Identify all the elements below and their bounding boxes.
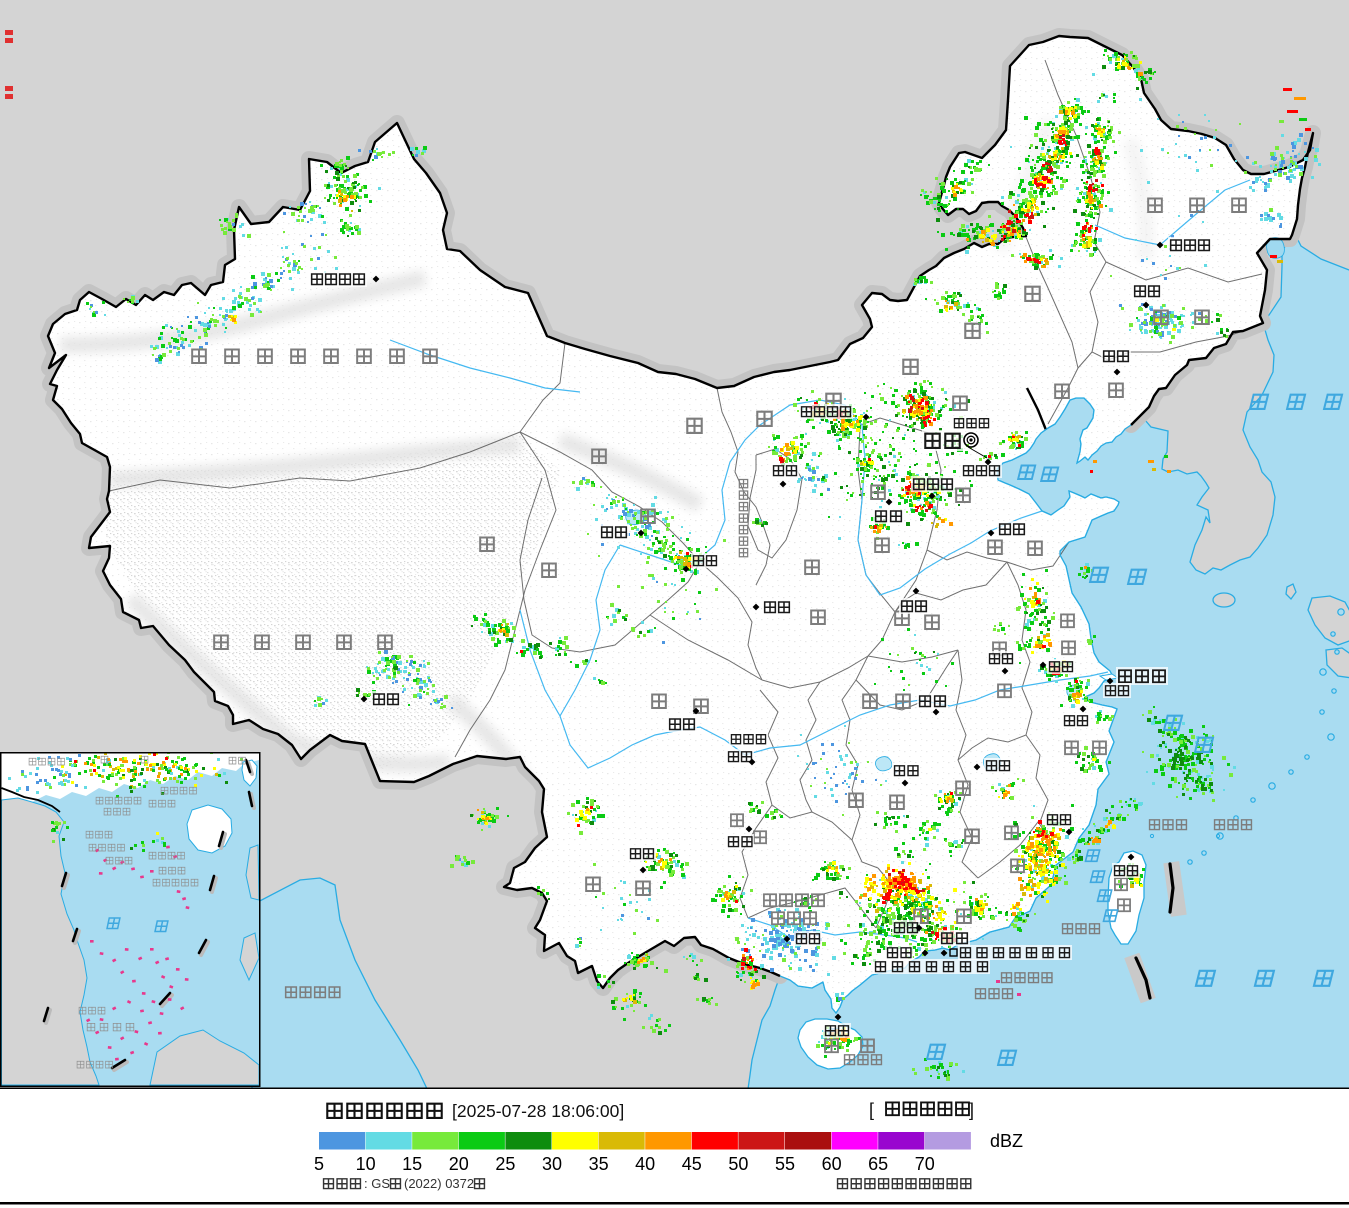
svg-text:[2025-07-28 18:06:00]: [2025-07-28 18:06:00] [452,1101,624,1121]
svg-text:45: 45 [682,1154,702,1174]
svg-text:50: 50 [728,1154,748,1174]
svg-text:[: [ [869,1100,874,1120]
svg-text:(2022) 0372: (2022) 0372 [404,1176,474,1191]
svg-text:5: 5 [314,1154,324,1174]
svg-text:40: 40 [635,1154,655,1174]
svg-text:dBZ: dBZ [990,1131,1023,1151]
svg-text:70: 70 [915,1154,935,1174]
svg-text:20: 20 [449,1154,469,1174]
svg-text:35: 35 [589,1154,609,1174]
svg-text:55: 55 [775,1154,795,1174]
svg-text:: GS: : GS [364,1176,390,1191]
svg-text:65: 65 [868,1154,888,1174]
svg-text:10: 10 [356,1154,376,1174]
svg-text:30: 30 [542,1154,562,1174]
svg-text:15: 15 [402,1154,422,1174]
svg-text:25: 25 [495,1154,515,1174]
svg-text:60: 60 [822,1154,842,1174]
svg-text:]: ] [969,1100,974,1120]
